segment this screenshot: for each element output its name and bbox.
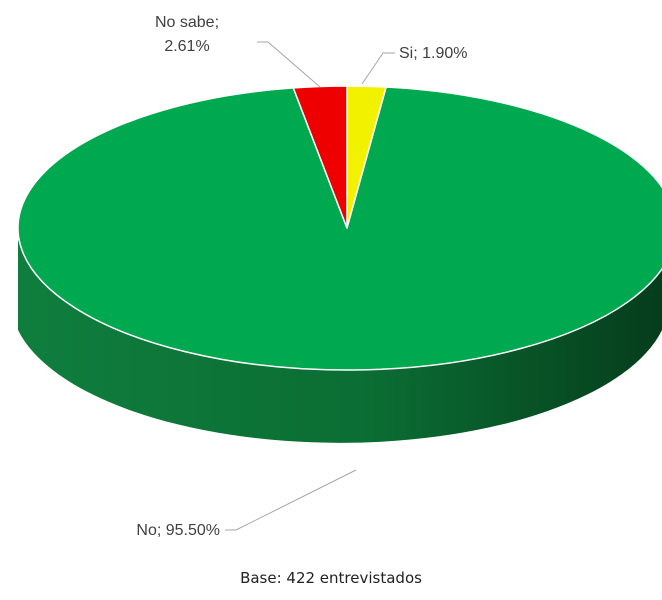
pie-side-wall	[18, 240, 662, 443]
data-label-no-sabe-line1: No sabe;	[155, 14, 219, 31]
leader-line-no	[225, 469, 357, 531]
data-label-si: Si; 1.90%	[399, 45, 467, 62]
pie-slices	[17, 85, 662, 371]
data-label-no-sabe-line2: 2.61%	[164, 38, 209, 55]
leader-line-si	[361, 52, 395, 85]
pie-slice-no	[17, 86, 662, 371]
data-label-no: No; 95.50%	[136, 522, 220, 539]
base-note: Base: 422 entrevistados	[240, 569, 422, 587]
leader-line-no-sabe	[257, 41, 321, 88]
